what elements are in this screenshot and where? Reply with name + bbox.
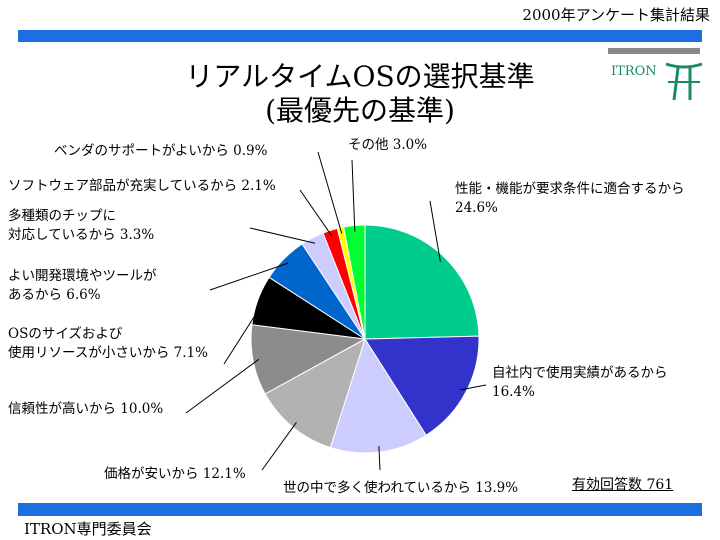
leader-line-7 [249,227,316,244]
bottom-divider-bar [18,503,702,516]
leader-line-1 [460,384,487,391]
slice-label-0: 性能・機能が要求条件に適合するから 24.6% [455,180,685,216]
slice-label-8: ソフトウェア部品が充実しているから 2.1% [8,178,276,194]
leader-line-10 [351,159,356,232]
leader-line-2 [378,446,381,471]
leader-line-9 [317,151,343,234]
slice-label-4: 信頼性が高いから 10.0% [8,400,163,417]
leader-line-0 [429,200,441,262]
slice-label-5: OSのサイズおよび使用リソースが小さいから 7.1% [8,326,208,361]
slice-label-3: 価格が安いから 12.1% [104,466,246,482]
survey-header-label: 2000年アンケート集計結果 [522,6,710,24]
slice-label-6: よい開発環境やツールがあるから 6.6% [8,268,157,303]
slice-label-1: 自社内で使用実績があるから 16.4% [492,364,668,400]
leader-line-3 [261,422,297,471]
footer-committee: ITRON専門委員会 [24,520,152,538]
logo-text: ITRON [611,64,657,79]
slice-label-7: 多種類のチップに対応しているから 3.3% [8,207,154,243]
chart-subtitle: (最優先の基準) [265,94,455,127]
total-responses: 有効回答数 761 [572,477,674,493]
slice-label-2: 世の中で多く使われているから 13.9% [283,479,518,496]
pie-slice-4 [250,324,367,395]
leader-line-5 [223,301,264,365]
chart-title: リアルタイムOSの選択基準 [185,60,535,93]
leader-line-4 [185,358,260,414]
slice-label-10: その他 3.0% [348,137,427,153]
itron-logo-icon [665,62,703,101]
leader-line-6 [209,262,289,291]
logo-line [608,48,700,54]
pie-slice-1 [364,335,480,436]
pie-slice-0 [364,224,480,340]
top-divider-bar [18,30,702,42]
slice-label-9: ベンダのサポートがよいから 0.9% [54,143,268,159]
leader-line-8 [299,189,333,237]
